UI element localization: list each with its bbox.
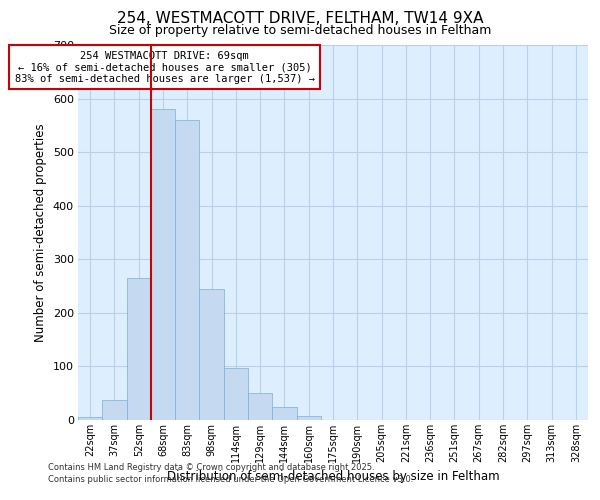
Bar [127,278,151,420]
Text: Contains HM Land Registry data © Crown copyright and database right 2025.: Contains HM Land Registry data © Crown c… [48,464,374,472]
Bar [175,120,199,420]
Bar [102,400,127,420]
Bar [151,110,175,420]
X-axis label: Distribution of semi-detached houses by size in Feltham: Distribution of semi-detached houses by … [167,470,499,484]
Bar [296,416,321,420]
Y-axis label: Number of semi-detached properties: Number of semi-detached properties [34,123,47,342]
Bar [272,406,296,420]
Bar [224,368,248,420]
Text: 254 WESTMACOTT DRIVE: 69sqm
← 16% of semi-detached houses are smaller (305)
83% : 254 WESTMACOTT DRIVE: 69sqm ← 16% of sem… [14,50,314,84]
Bar [248,393,272,420]
Bar [78,418,102,420]
Text: Contains public sector information licensed under the Open Government Licence v3: Contains public sector information licen… [48,475,413,484]
Text: Size of property relative to semi-detached houses in Feltham: Size of property relative to semi-detach… [109,24,491,37]
Bar [199,289,224,420]
Text: 254, WESTMACOTT DRIVE, FELTHAM, TW14 9XA: 254, WESTMACOTT DRIVE, FELTHAM, TW14 9XA [117,11,483,26]
